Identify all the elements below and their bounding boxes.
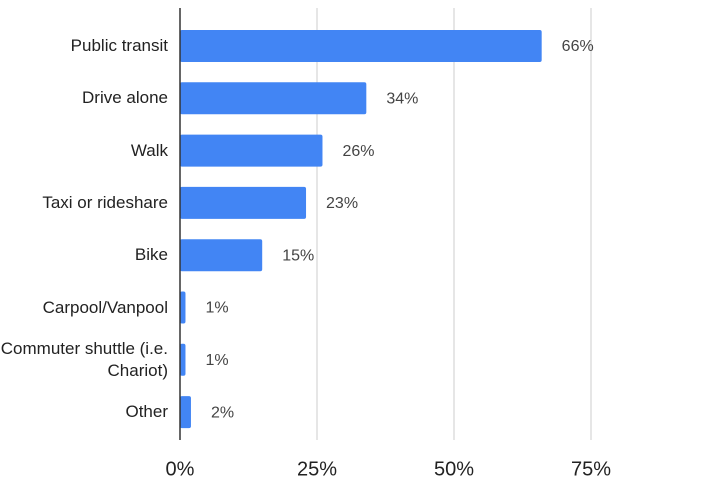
value-label: 1% xyxy=(205,352,228,369)
value-label: 23% xyxy=(326,195,358,212)
value-label: 34% xyxy=(386,91,418,108)
value-label: 66% xyxy=(562,38,594,55)
bar xyxy=(180,82,367,115)
category-label: Carpool/Vanpool xyxy=(42,297,168,317)
bar xyxy=(180,134,323,167)
bar xyxy=(180,30,542,62)
category-label: Drive alone xyxy=(82,88,168,108)
value-label: 26% xyxy=(342,143,374,160)
x-tick-label: 25% xyxy=(297,458,337,480)
value-label: 2% xyxy=(211,404,234,421)
category-label: Bike xyxy=(134,245,168,265)
bar xyxy=(180,186,307,219)
category-label: Taxi or rideshare xyxy=(42,192,168,212)
bar xyxy=(180,291,186,324)
value-label: 15% xyxy=(282,247,314,264)
value-label: 1% xyxy=(205,300,228,317)
category-label: Public transit xyxy=(70,36,168,55)
category-label: Walk xyxy=(130,140,168,160)
x-tick-label: 0% xyxy=(166,458,195,480)
x-tick-label: 50% xyxy=(434,458,474,480)
x-tick-label: 75% xyxy=(571,458,611,480)
bar xyxy=(180,239,263,272)
category-label: Commuter shuttle (i.e. Chariot) xyxy=(0,338,168,380)
bar xyxy=(180,396,191,429)
bar xyxy=(180,343,186,376)
category-label: Other xyxy=(125,402,168,422)
